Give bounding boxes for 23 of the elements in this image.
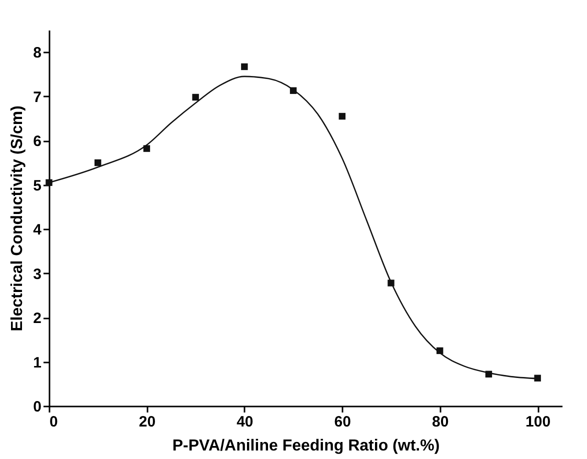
x-tick-label: 0 <box>50 414 58 430</box>
y-tick-label: 2 <box>33 310 42 328</box>
point <box>338 112 346 120</box>
y-tick-label: 3 <box>33 266 42 283</box>
y-tick-label: 7 <box>33 88 42 106</box>
point <box>192 94 199 101</box>
y-tick-label: 1 <box>33 354 42 372</box>
point <box>94 159 102 166</box>
x-axis-title: P-PVA/Aniline Feeding Ratio (wt.%) <box>172 438 440 454</box>
point <box>534 374 541 382</box>
x-tick-label: 100 <box>526 414 551 430</box>
y-tick-label: 5 <box>33 177 42 194</box>
y-tick-label: 6 <box>33 133 42 150</box>
x-tick-label: 80 <box>432 414 449 430</box>
y-tick-label: 8 <box>33 44 42 62</box>
x-tick-label: 60 <box>334 414 351 430</box>
y-tick-label: 0 <box>33 398 42 416</box>
point <box>46 179 52 186</box>
x-tick-label: 40 <box>236 414 254 430</box>
point <box>241 63 248 70</box>
x-tick-label: 20 <box>138 414 156 430</box>
y-tick-label: 4 <box>33 222 42 239</box>
y-axis-title: Electrical Conductivity (S/cm) <box>9 106 26 332</box>
